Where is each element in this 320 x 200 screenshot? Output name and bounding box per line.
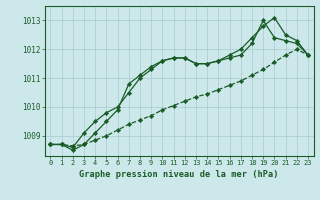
X-axis label: Graphe pression niveau de la mer (hPa): Graphe pression niveau de la mer (hPa) [79, 170, 279, 179]
